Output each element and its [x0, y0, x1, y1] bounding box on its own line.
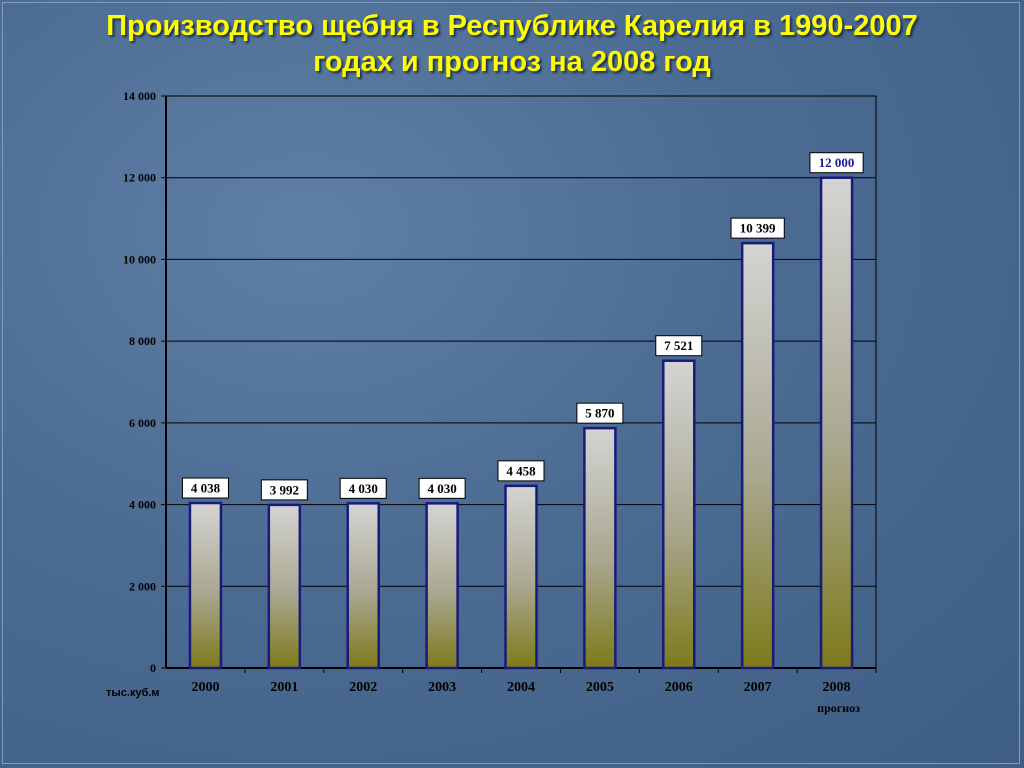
x-tick-label: 2008: [823, 680, 851, 695]
x-tick-label: 2004: [507, 680, 535, 695]
data-label-2006: 7 521: [655, 335, 703, 357]
data-label-value: 4 038: [191, 481, 221, 496]
data-label-2002: 4 030: [339, 477, 387, 499]
data-label-value: 4 030: [427, 481, 456, 496]
y-tick-label: 0: [150, 661, 156, 675]
y-tick-label: 10 000: [123, 252, 156, 266]
data-label-value: 4 458: [506, 463, 536, 478]
y-tick-label: 4 000: [129, 498, 156, 512]
data-label-value: 4 030: [349, 481, 378, 496]
data-label-value: 3 992: [270, 482, 299, 497]
x-tick-label: 2000: [191, 680, 219, 695]
bars: [188, 176, 854, 670]
data-label-box: [809, 152, 864, 174]
data-label-box: [497, 460, 545, 482]
data-label-value: 10 399: [740, 221, 776, 236]
data-label-box: [655, 335, 703, 357]
data-label-2005: 5 870: [576, 402, 624, 424]
bar-2005: [583, 426, 617, 670]
x-tick-sublabel: прогноз: [817, 701, 860, 715]
data-label-2001: 3 992: [260, 479, 308, 501]
data-label-2004: 4 458: [497, 460, 545, 482]
bar-2001: [267, 503, 302, 670]
x-tick-label: 2003: [428, 680, 456, 695]
data-label-value: 7 521: [664, 338, 693, 353]
title-line-2: годах и прогноз на 2008 год: [313, 46, 711, 78]
x-tick-label: 2002: [349, 680, 377, 695]
x-tick-label: 2007: [744, 680, 772, 695]
y-unit-label: тыс.куб.м: [106, 687, 160, 699]
data-label-2000: 4 038: [181, 477, 229, 499]
tick-labels: 0 2 000 4 000 6 000 8 000 10 000 12 000 14 000 т…: [106, 89, 860, 715]
x-tick-label: 2006: [665, 680, 693, 695]
y-tick-label: 6 000: [129, 416, 156, 430]
data-label-2007: 10 399: [730, 217, 785, 239]
data-label-box: [418, 477, 466, 499]
data-label-box: [730, 217, 785, 239]
data-label-box: [339, 477, 387, 499]
bar-2003: [425, 502, 459, 670]
bar-2000: [188, 501, 223, 670]
y-tick-label: 12 000: [123, 171, 156, 185]
bar-2007: [740, 241, 775, 670]
data-label-value: 5 870: [585, 406, 614, 421]
page-title: Производство щебня в Республике Карелия …: [40, 8, 984, 80]
data-label-box: [181, 477, 229, 499]
title-line-1: Производство щебня в Республике Карелия …: [106, 10, 918, 42]
bar-2006: [662, 359, 696, 670]
data-label-2003: 4 030: [418, 477, 466, 499]
bar-2004: [504, 484, 538, 670]
y-tick-label: 14 000: [123, 89, 156, 103]
data-labels: 4 038 3 992 4 030 4 030 4 458 5 870 7 521 10 39…: [181, 152, 864, 501]
data-label-box: [576, 402, 624, 424]
bar-2008: [819, 176, 854, 670]
x-tick-label: 2005: [586, 680, 614, 695]
data-label-value: 12 000: [819, 155, 855, 170]
data-label-box: [260, 479, 308, 501]
y-tick-label: 2 000: [129, 579, 156, 593]
data-label-2008: 12 000: [809, 152, 864, 174]
y-tick-label: 8 000: [129, 334, 156, 348]
bar-2002: [346, 502, 380, 670]
x-tick-label: 2001: [270, 680, 298, 695]
